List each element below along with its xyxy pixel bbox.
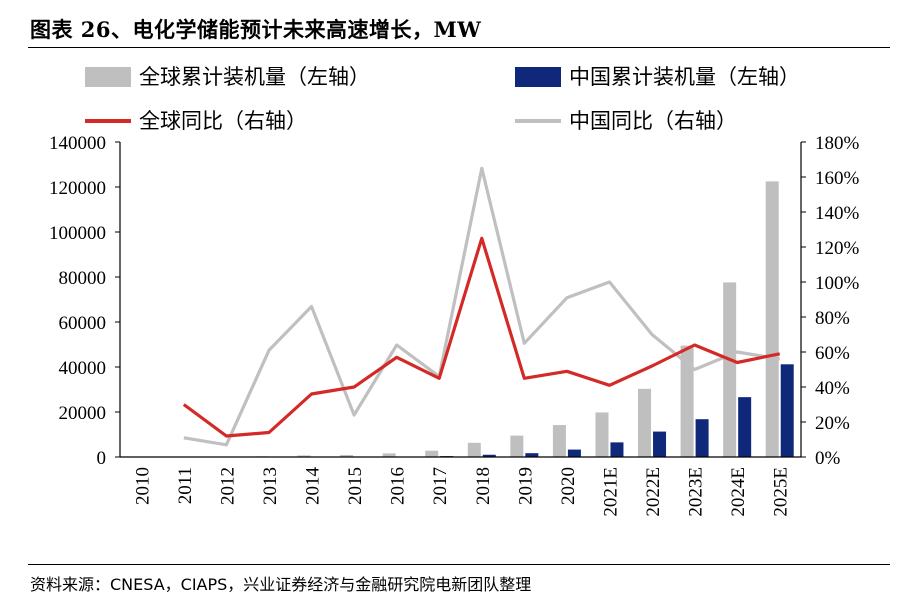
legend-label-4: 中国同比（右轴） [569, 109, 737, 133]
axes [119, 142, 802, 458]
bar-global-2018 [467, 442, 481, 457]
right-tick-label: 0% [815, 448, 841, 469]
left-tick-label: 120000 [49, 178, 106, 199]
x-tick-label: 2015 [345, 467, 366, 505]
line-group [182, 166, 781, 447]
bar-global-2019 [510, 435, 524, 457]
left-tick-label: 100000 [49, 223, 106, 244]
bar-china-2018 [482, 454, 496, 457]
right-tick-label: 60% [815, 343, 850, 364]
legend-swatch-2 [515, 67, 561, 87]
right-tick-label: 140% [815, 203, 860, 224]
x-tick-label: 2010 [132, 467, 153, 505]
right-tick-label: 100% [815, 273, 860, 294]
left-tick-label: 140000 [49, 133, 106, 154]
x-tick-label: 2016 [388, 467, 409, 505]
bar-china-2022E [653, 431, 667, 457]
bar-global-2017 [425, 450, 439, 457]
top-divider [28, 47, 890, 48]
bar-china-2023E [695, 419, 709, 457]
left-tick-label: 20000 [59, 403, 107, 424]
bar-global-2023E [680, 345, 694, 457]
x-tick-label: 2022E [643, 467, 664, 517]
bar-global-2021E [595, 412, 609, 457]
x-tick-label: 2023E [686, 467, 707, 517]
x-tick-label: 2011 [175, 467, 196, 504]
bar-global-2015 [340, 454, 354, 457]
x-tick-label: 2025E [771, 467, 792, 517]
x-tick-label: 2019 [515, 467, 536, 505]
bar-china-2021E [610, 442, 624, 457]
right-tick-label: 120% [815, 238, 860, 259]
left-tick-label: 60000 [59, 313, 107, 334]
right-tick-label: 40% [815, 378, 850, 399]
source-note: 资料来源：CNESA，CIAPS，兴业证券经济与金融研究院电新团队整理 [30, 575, 532, 594]
x-tick-label: 2021E [600, 467, 621, 517]
x-tick-label: 2020 [558, 467, 579, 505]
x-tick-label: 2018 [473, 467, 494, 505]
x-tick-label: 2013 [260, 467, 281, 505]
bar-global-2014 [297, 455, 311, 457]
bar-group [169, 181, 794, 457]
line-china-yoy [183, 166, 780, 447]
right-tick-label: 80% [815, 308, 850, 329]
legend-label-3: 全球同比（右轴） [139, 109, 307, 133]
figure-title: 图表 26、电化学储能预计未来高速增长，MW [30, 17, 482, 42]
legend-swatch-1 [85, 67, 131, 87]
tick-labels: 140000 120000 100000 80000 60000 40000 20000 0 1… [49, 133, 860, 517]
right-tick-label: 20% [815, 413, 850, 434]
x-tick-label: 2014 [303, 467, 324, 506]
bar-china-2025E [780, 364, 794, 457]
legend-label-2: 中国累计装机量（左轴） [569, 65, 800, 89]
bottom-divider [28, 564, 890, 565]
bar-global-2022E [638, 388, 652, 457]
bar-global-2020 [552, 425, 566, 457]
x-tick-label: 2012 [217, 467, 238, 505]
bar-china-2020 [567, 449, 581, 457]
line-global-yoy [182, 236, 781, 438]
bar-global-2016 [382, 453, 396, 457]
legend: 全球累计装机量（左轴） 中国累计装机量（左轴） 全球同比（右轴） 中国同比（右轴） [85, 65, 800, 133]
x-tick-label: 2017 [430, 467, 451, 505]
legend-label-1: 全球累计装机量（左轴） [139, 65, 370, 89]
bar-china-2024E [738, 397, 752, 457]
right-tick-label: 180% [815, 133, 860, 154]
left-tick-label: 40000 [59, 358, 107, 379]
bar-global-2024E [723, 282, 737, 457]
bar-global-2025E [765, 181, 779, 457]
left-tick-label: 80000 [59, 268, 107, 289]
bar-china-2019 [525, 453, 539, 457]
right-tick-label: 160% [815, 168, 860, 189]
left-tick-label: 0 [97, 448, 107, 469]
x-tick-label: 2024E [728, 467, 749, 517]
